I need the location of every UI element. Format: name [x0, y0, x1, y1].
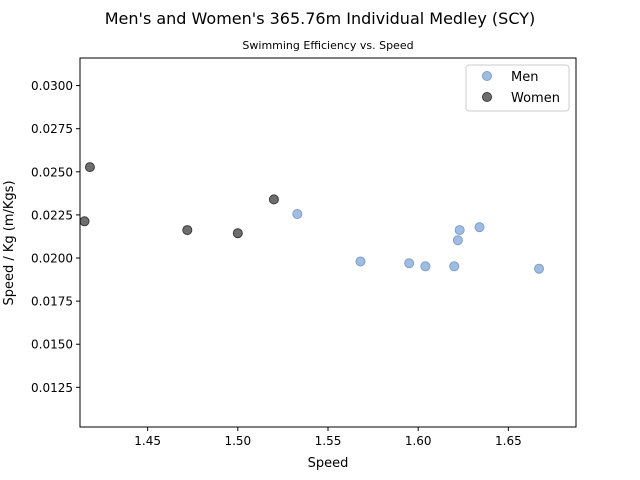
x-tick-label: 1.65: [495, 434, 522, 448]
y-tick-label: 0.0225: [31, 208, 73, 222]
x-tick-label: 1.50: [224, 434, 251, 448]
y-tick-label: 0.0300: [31, 79, 73, 93]
data-point-men: [452, 235, 463, 246]
data-point-women: [79, 216, 90, 227]
data-point-men: [355, 256, 366, 267]
axis-ticks: 1.45 1.50 1.55 1.60 1.65 0.0125 0.0150 0.0175 0.…: [31, 79, 522, 448]
data-point-women: [182, 225, 193, 236]
data-point-men: [292, 209, 303, 220]
legend: Men Women: [465, 64, 570, 112]
data-point-women: [84, 162, 95, 173]
x-axis-label: Speed: [308, 456, 349, 471]
series-women: [79, 162, 279, 239]
legend-label-men: Men: [511, 70, 538, 85]
x-tick-label: 1.60: [405, 434, 432, 448]
data-point-men: [534, 263, 545, 274]
y-tick-label: 0.0125: [31, 381, 73, 395]
data-point-men: [404, 258, 415, 269]
legend-label-women: Women: [511, 91, 560, 106]
x-tick-label: 1.55: [315, 434, 342, 448]
data-points: [79, 162, 545, 274]
legend-marker-men: [482, 71, 492, 81]
chart-subtitle: Swimming Efficiency vs. Speed: [242, 39, 413, 52]
data-point-men: [474, 222, 485, 233]
series-men: [292, 209, 545, 274]
y-tick-label: 0.0250: [31, 165, 73, 179]
chart-title: Men's and Women's 365.76m Individual Med…: [105, 9, 535, 28]
data-point-women: [232, 228, 243, 239]
x-tick-label: 1.45: [134, 434, 161, 448]
data-point-men: [449, 261, 460, 272]
plot-frame: [79, 57, 577, 428]
legend-marker-women: [482, 92, 492, 102]
y-axis-label: Speed / Kg (m/Kgs): [2, 180, 17, 305]
data-point-women: [268, 194, 279, 205]
data-point-men: [420, 261, 431, 272]
data-point-men: [454, 225, 465, 236]
y-tick-label: 0.0275: [31, 122, 73, 136]
y-tick-label: 0.0150: [31, 338, 73, 352]
y-tick-label: 0.0175: [31, 295, 73, 309]
plot-area: 1.45 1.50 1.55 1.60 1.65 0.0125 0.0150 0.0175 0.…: [31, 57, 577, 448]
y-tick-label: 0.0200: [31, 252, 73, 266]
